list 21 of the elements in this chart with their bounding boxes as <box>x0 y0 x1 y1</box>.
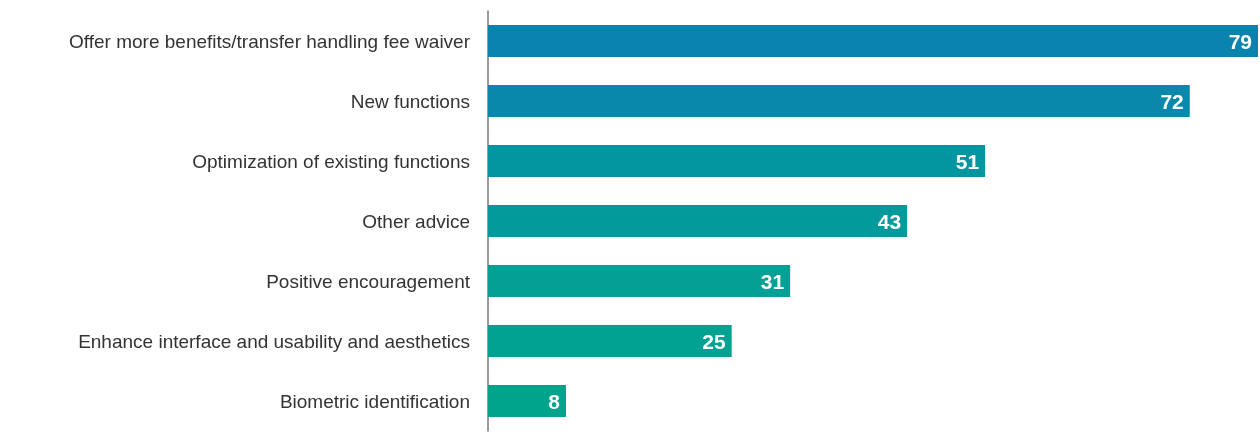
bar <box>488 145 986 177</box>
data-label: 79 <box>1228 29 1252 53</box>
data-label: 72 <box>1160 89 1184 113</box>
y-tick-label: Offer more benefits/transfer handling fee waiver <box>69 30 471 52</box>
data-label: 31 <box>760 269 785 293</box>
data-label: 43 <box>877 209 902 233</box>
bar <box>488 85 1190 117</box>
data-label: 25 <box>702 329 726 353</box>
bar <box>488 25 1258 57</box>
bar <box>488 385 566 417</box>
bar <box>488 205 908 237</box>
y-tick-label: Other advice <box>362 210 470 232</box>
data-label: 8 <box>548 389 561 413</box>
y-tick-label: Optimization of existing functions <box>192 150 470 172</box>
y-tick-label: Enhance interface and usability and aesthetics <box>78 330 470 352</box>
bar <box>488 265 791 297</box>
y-tick-label: Positive encouragement <box>266 270 471 292</box>
bar <box>488 325 732 357</box>
data-label: 51 <box>955 149 980 173</box>
y-tick-label: Biometric identification <box>279 390 470 412</box>
y-tick-label: New functions <box>350 90 470 112</box>
